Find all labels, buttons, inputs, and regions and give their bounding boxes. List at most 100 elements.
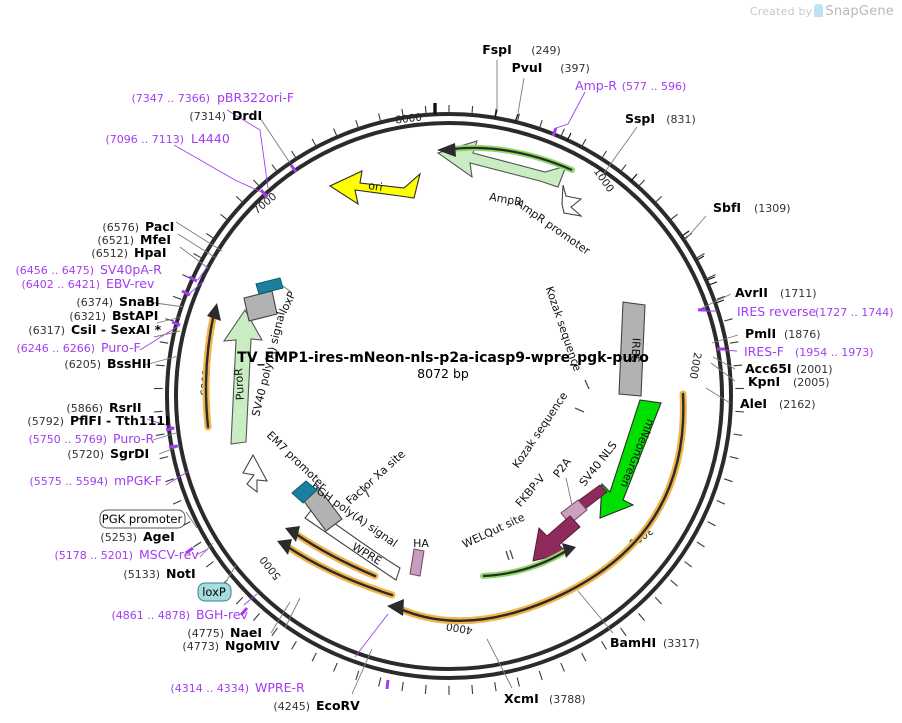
tick-label-1000: 1000 xyxy=(591,166,616,195)
primer-label-puro-r: Puro-R xyxy=(113,431,154,446)
enzyme-label-sspi: SspI xyxy=(625,111,655,126)
feature-p2a: P2A xyxy=(551,455,588,525)
feature-label-ampr: AmpR xyxy=(488,190,523,209)
enzyme-label-naei: NaeI xyxy=(230,625,262,640)
feature-label-ori: ori xyxy=(367,179,383,194)
enzyme-pos-pmli: (1876) xyxy=(784,328,821,341)
enzyme-pos-sgrdi: (5720) xyxy=(67,448,104,461)
enzyme-pos-noti: (5133) xyxy=(123,568,160,581)
primer-pos-bgh-rev: (4861 .. 4878) xyxy=(111,609,190,622)
feature-label-fkbp-v: FKBP-V xyxy=(513,472,548,510)
primer-pos-sv40pa-r: (6456 .. 6475) xyxy=(15,264,94,277)
primer-pos-puro-r: (5750 .. 5769) xyxy=(28,433,107,446)
tick-label-5000: 5000 xyxy=(258,554,284,582)
enzyme-label-sbfi: SbfI xyxy=(713,200,741,215)
enzyme-pos-drdi: (7314) xyxy=(189,110,226,123)
enzyme-label-acc65i: Acc65I xyxy=(745,361,792,376)
primer-pos-ires-f: (1954 .. 1973) xyxy=(795,346,874,359)
watermark-prefix: Created by xyxy=(749,5,813,18)
primer-pos-mscv-rev: (5178 .. 5201) xyxy=(54,549,133,562)
feature-ha: HA xyxy=(409,537,429,577)
feature-puror: PuroR xyxy=(222,308,263,445)
primer-label-bgh-rev: BGH-rev xyxy=(196,607,249,622)
enzyme-pos-kpni: (2005) xyxy=(793,376,830,389)
enzyme-pos-acc65i: (2001) xyxy=(796,363,833,376)
enzyme-label-avrii: AvrII xyxy=(735,285,768,300)
primer-pos-wpre-r: (4314 .. 4334) xyxy=(170,682,249,695)
enzyme-label-pflfi-tth111i: PflFI - Tth111I xyxy=(70,413,170,428)
snapgene-watermark: Created by SnapGene xyxy=(750,4,894,19)
enzyme-pos-bsshii: (6205) xyxy=(64,358,101,371)
enzyme-pos-agei: (5253) xyxy=(100,531,137,544)
enzyme-pos-naei: (4775) xyxy=(187,627,224,640)
annotation-arrow-green-top xyxy=(437,143,575,173)
enzyme-pos-sbfi: (1309) xyxy=(754,202,791,215)
enzyme-label-kpni: KpnI xyxy=(748,374,780,389)
enzyme-label-mfei: MfeI xyxy=(140,232,171,247)
enzyme-pos-mfei: (6521) xyxy=(97,234,134,247)
ruler-minor-ticks xyxy=(153,105,745,695)
enzyme-label-xcmi: XcmI xyxy=(504,691,539,706)
enzyme-pos-paci: (6576) xyxy=(102,221,139,234)
tick-label-2000: 2000 xyxy=(687,351,703,379)
feature-ampr-promoter: AmpR promoter xyxy=(513,184,593,258)
enzyme-label-pvui: PvuI xyxy=(512,60,543,75)
feature-kozak-lower: Kozak sequence xyxy=(510,389,585,470)
feature-label-welqut: WELQut site xyxy=(460,511,527,551)
feature-ampr: AmpR xyxy=(436,140,567,209)
annotation-arrow-green-bottom xyxy=(480,543,576,579)
page-title: TV_EMP1-ires-mNeon-nls-p2a-icasp9-wpre_p… xyxy=(237,350,649,366)
enzyme-label-ecorv: EcoRV xyxy=(316,698,360,713)
primer-pos-l4440: (7096 .. 7113) xyxy=(105,133,184,146)
feature-loxp-lower xyxy=(291,480,318,504)
enzyme-pos-ecorv: (4245) xyxy=(273,700,310,713)
enzyme-label-pmli: PmlI xyxy=(745,326,776,341)
feature-loxp-box: loxP xyxy=(197,582,232,602)
primer-pos-pbr322ori-f: (7347 .. 7366) xyxy=(131,92,210,105)
primer-label-ires-reverse: IRES reverse xyxy=(737,304,816,319)
leader-lines xyxy=(139,60,739,695)
enzyme-pos-csii: (6317) xyxy=(28,324,65,337)
enzyme-pos-sspi: (831) xyxy=(666,113,696,126)
primer-label-ebv-rev: EBV-rev xyxy=(106,276,155,291)
primer-label-mscv-rev: MSCV-rev xyxy=(139,547,199,562)
feature-label-ha: HA xyxy=(413,537,429,550)
enzyme-label-bsshii: BssHII xyxy=(107,356,151,371)
enzyme-pos-hpai: (6512) xyxy=(91,247,128,260)
feature-label-loxp-lower: loxP xyxy=(202,585,226,599)
primer-label-ires-f: IRES-F xyxy=(744,344,784,359)
primer-label-mpgk-f: mPGK-F xyxy=(114,473,162,488)
annotation-arrows-orange xyxy=(202,303,687,625)
feature-label-factor-xa: Factor Xa site xyxy=(344,447,408,507)
primer-pos-amp-r: (577 .. 596) xyxy=(622,80,687,93)
primer-label-sv40pa-r: SV40pA-R xyxy=(100,262,162,277)
enzyme-label-hpai: HpaI xyxy=(134,245,167,260)
feature-kozak-upper: Kozak sequence xyxy=(543,285,590,390)
feature-factor-xa: Factor Xa site xyxy=(344,447,408,507)
enzyme-label-drdi: DrdI xyxy=(232,108,262,123)
enzyme-label-agei: AgeI xyxy=(143,529,175,544)
feature-em7-promoter: EM7 promoter xyxy=(242,429,329,494)
enzyme-pos-pflfi: (5792) xyxy=(27,415,64,428)
enzyme-pos-avrii: (1711) xyxy=(780,287,817,300)
primer-ticks xyxy=(165,127,725,690)
enzyme-cut-ticks xyxy=(494,109,725,304)
watermark-brand: SnapGene xyxy=(825,4,894,19)
plasmid-size: 8072 bp xyxy=(417,366,469,381)
enzyme-pos-rsrii: (5866) xyxy=(66,402,103,415)
enzyme-pos-bamhi: (3317) xyxy=(663,637,700,650)
feature-label-ampr-promoter: AmpR promoter xyxy=(513,197,592,258)
feature-label-p2a: P2A xyxy=(551,455,575,480)
enzyme-pos-bstapi: (6321) xyxy=(69,310,106,323)
primer-pos-mpgk-f: (5575 .. 5594) xyxy=(29,475,108,488)
snapgene-logo-icon xyxy=(814,4,824,17)
feature-label-pgk-promoter: PGK promoter xyxy=(102,512,183,526)
enzyme-label-bstapi: BstAPI xyxy=(112,308,158,323)
enzyme-label-paci: PacI xyxy=(145,219,174,234)
primer-label-pbr322ori-f: pBR322ori-F xyxy=(217,90,294,105)
primer-label-wpre-r: WPRE-R xyxy=(255,680,305,695)
enzyme-label-bamhi: BamHI xyxy=(610,635,656,650)
primer-pos-puro-f: (6246 .. 6266) xyxy=(16,342,95,355)
enzyme-pos-fspi: (249) xyxy=(531,44,561,57)
feature-label-puror: PuroR xyxy=(232,367,247,400)
